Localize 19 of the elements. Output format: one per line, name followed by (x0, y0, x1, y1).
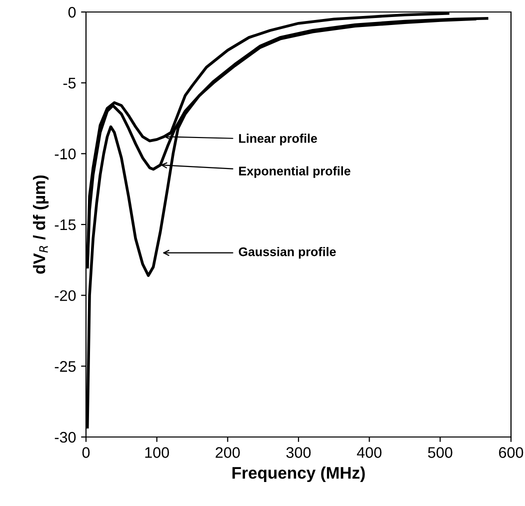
y-tick-label: 0 (68, 6, 76, 18)
x-axis-title: Frequency (MHz) (232, 466, 365, 482)
y-tick-label: -30 (54, 432, 76, 443)
x-tick-label: 400 (356, 447, 382, 458)
y-tick-label: -5 (63, 78, 76, 89)
annotation: Exponential profile (239, 166, 350, 178)
x-tick-label: 500 (428, 447, 452, 458)
y-tick-label: -20 (54, 290, 76, 302)
y-tick-label: -15 (54, 220, 76, 230)
annotation: Linear profile (239, 134, 318, 146)
x-tick-label: 200 (216, 447, 240, 458)
annotation: Gaussian profile (238, 247, 336, 259)
x-tick-label: 0 (82, 447, 90, 458)
y-tick-label: -25 (54, 361, 76, 372)
x-tick-label: 300 (286, 447, 311, 458)
y-tick-label: -10 (54, 148, 76, 160)
y-axis-title: dV$_{R}$ / df (µm) (32, 175, 49, 274)
x-tick-label: 600 (499, 447, 524, 458)
x-tick-label: 100 (145, 447, 169, 458)
